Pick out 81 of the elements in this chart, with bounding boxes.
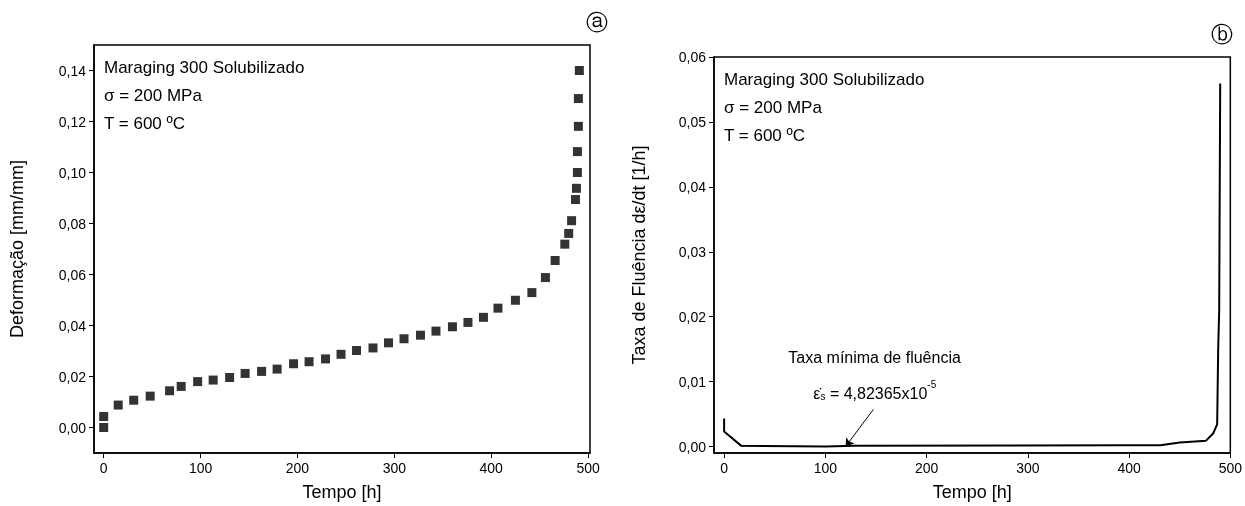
y-tick-label: 0,05 [678, 113, 707, 130]
annotation: σ = 200 MPa [724, 98, 823, 117]
point [225, 373, 235, 383]
point [165, 386, 175, 396]
point [415, 330, 425, 340]
x-tick-label: 0 [720, 460, 729, 476]
y-tick-label: 0,06 [58, 266, 87, 283]
point [573, 94, 583, 104]
y-axis-title: Deformação [mm/mm] [7, 159, 27, 339]
y-tick-label: 0,08 [58, 215, 87, 232]
y-tick-label: 0,04 [58, 317, 87, 334]
x-axis-title: Tempo [h] [932, 482, 1012, 502]
point [574, 66, 584, 75]
point [510, 295, 520, 305]
x-tick-label: 500 [1218, 460, 1243, 476]
x-tick-label: 200 [285, 460, 310, 476]
point [272, 364, 282, 374]
text: ⓐ [586, 9, 608, 35]
point [208, 375, 218, 385]
y-tick-label: 0,02 [58, 368, 87, 385]
x-tick-label: 400 [479, 460, 504, 476]
point [336, 349, 346, 359]
annotation: σ = 200 MPa [104, 86, 203, 105]
annotation: Taxa mínima de fluência [788, 348, 961, 366]
point [289, 359, 299, 369]
point [550, 255, 560, 265]
point [113, 400, 123, 410]
point [145, 391, 155, 401]
point [304, 357, 314, 367]
y-tick-label: 0,14 [58, 62, 87, 79]
x-tick-label: 500 [576, 460, 600, 476]
y-tick-label: 0,12 [58, 113, 87, 130]
x-tick-label: 300 [382, 460, 407, 476]
annotation: T = 600 ºC [724, 126, 806, 145]
point [368, 343, 378, 353]
point [240, 368, 250, 378]
annotation: Maraging 300 Solubilizado [104, 58, 305, 77]
point [463, 317, 473, 327]
point [572, 147, 582, 157]
x-tick-label: 200 [914, 460, 939, 476]
point [567, 216, 577, 226]
point [571, 183, 581, 193]
y-axis-title: Taxa de Fluência dε/dt [1/h] [629, 145, 649, 365]
point [321, 354, 331, 364]
point [493, 303, 503, 313]
y-tick-label: 0,00 [58, 419, 87, 436]
annotation: T = 600 ºC [104, 114, 186, 133]
point [257, 366, 267, 376]
y-tick-label: 0,10 [58, 164, 87, 181]
point [527, 288, 537, 298]
x-tick-label: 100 [813, 460, 838, 476]
text: ⓑ [1211, 21, 1233, 47]
x-tick-label: 100 [188, 460, 213, 476]
y-tick-label: 0,04 [678, 178, 707, 195]
x-tick-label: 400 [1117, 460, 1141, 476]
x-tick-label: 0 [99, 460, 108, 476]
y-tick-label: 0,01 [678, 373, 707, 390]
point [99, 423, 109, 432]
point [352, 345, 362, 355]
point [99, 412, 109, 422]
point [129, 395, 139, 405]
x-axis-title: Tempo [h] [302, 482, 382, 502]
point [572, 168, 582, 177]
y-tick-label: 0,06 [678, 49, 707, 65]
annotation: Maraging 300 Solubilizado [724, 70, 925, 89]
point [573, 121, 583, 131]
point [431, 326, 441, 336]
point [176, 381, 186, 391]
point [399, 334, 409, 344]
point [560, 239, 570, 249]
y-tick-label: 0,02 [678, 308, 707, 325]
point [384, 338, 393, 348]
point [478, 312, 488, 322]
point [570, 195, 580, 205]
point [447, 322, 457, 332]
point [193, 377, 203, 387]
y-tick-label: 0,03 [678, 243, 707, 260]
y-tick-label: 0,00 [678, 438, 707, 455]
point [564, 228, 574, 238]
x-tick-label: 300 [1016, 460, 1040, 476]
point [540, 273, 550, 283]
